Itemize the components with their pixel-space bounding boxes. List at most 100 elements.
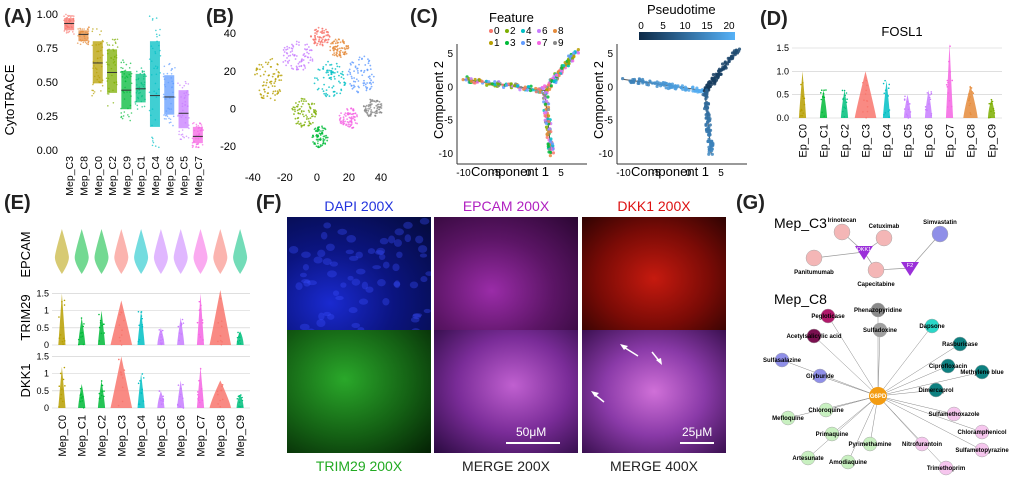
panel-b-point [303,115,305,118]
panel-e-point [200,388,203,390]
panel-e-point [216,390,219,393]
panel-a-xlabels: Mep_C3 Mep_C8 Mep_C0 Mep_C2 Mep_C9 Mep_C1 Mep_… [64,156,205,195]
panel-e-point [121,386,124,389]
dapi-nucleus [337,228,348,235]
panel-b-xticks: -40 -20 0 20 40 [245,172,387,184]
feature-legend-label: 6 [542,26,548,37]
panel-d-point [887,87,890,90]
network-drug-label: Panitumumab [794,270,834,276]
panel-c-cell [663,81,668,85]
panel-b-point [342,118,345,120]
panel-a-point [148,15,151,18]
panel-a-point [187,136,190,139]
dapi-nucleus [302,264,310,271]
panel-a-point [200,124,203,126]
panel-d-point [970,87,973,89]
panel-d-point [929,93,931,96]
pseudotime-tick: 0 [638,21,644,32]
panel-b-point [316,88,319,91]
panel-b-point [372,75,375,78]
panel-b-point [352,117,354,120]
panel-e-point [221,385,223,388]
network-target-node [855,246,873,260]
panel-d-point [803,103,806,106]
panel-e-point [120,373,123,376]
panel-d-point [822,92,825,95]
panel-b-point [322,90,325,93]
panel-e-point [196,321,199,324]
panel-e-point [162,395,164,398]
panel-b-point [316,142,319,145]
panel-b-xtick: -40 [245,172,261,184]
panel-b-point [361,74,364,77]
panel-c-cell [542,100,546,104]
panel-b-point [297,68,300,71]
panel-e-point [141,373,144,375]
panel-d-xlabel: Ep_C6 [924,124,936,158]
panel-b-point [305,48,308,51]
panel-d-title: FOSL1 [881,24,922,39]
panel-b-point [315,33,318,35]
panel-b-point [357,72,359,74]
panel-b-point [272,90,275,93]
panel-d-point [909,111,912,113]
panel-b-point [368,107,371,110]
panel-label-g: (G) [736,192,765,214]
panel-c-cell [715,74,719,78]
panel-c-cell [726,56,730,60]
panel-b-point [315,138,318,141]
panel-b-point [271,57,274,60]
panel-e-point [81,335,84,338]
network-drug-node [820,308,836,324]
panel-b-point [352,109,355,112]
panel-c-cell [534,90,538,94]
panel-e-point [119,313,121,316]
network-edge [813,251,865,259]
panel-b-point [342,119,345,122]
panel-e-point [177,325,180,328]
panel-c-cell [572,54,576,59]
dapi-nucleus [301,251,311,258]
dapi-nucleus [325,243,335,251]
panel-c-cell [548,147,552,151]
panel-c-cell [684,87,689,91]
panel-b-point [300,65,303,68]
dapi-nucleus [409,281,419,289]
panel-e-point [181,397,184,400]
panel-e-point [180,323,183,326]
panel-b-point [366,69,369,72]
panel-b-point [378,111,381,114]
panel-b-point [354,65,357,68]
panel-b-point [340,76,343,79]
panel-b-point [339,56,342,59]
panel-a-point [148,91,151,94]
panel-b-point [333,75,336,78]
panel-e-point [77,338,80,341]
panel-c-cell [557,73,561,78]
panel-d-xlabel: Ep_C5 [903,124,915,158]
panel-a-point [155,33,158,36]
panel-d-violin-shapes [798,43,996,119]
panel-d-point [862,81,864,84]
panel-b-point [298,123,301,126]
panel-e-point [100,332,103,335]
panel-b-point [320,132,323,135]
panel-a-point [128,67,131,69]
panel-b-point [275,68,278,71]
panel-e-xlabel: Mep_C6 [176,415,188,457]
panel-e-violin [209,380,232,408]
panel-b-point [338,47,341,50]
panel-e-row-label: TRIM29 [18,294,33,340]
panel-e-point [241,405,243,407]
panel-b-point [295,55,298,57]
panel-e-point [137,310,140,313]
panel-b-point [313,82,316,85]
panel-c-cell [545,132,549,136]
panel-e-point [141,317,143,320]
panel-a-point [197,125,200,127]
panel-b-point [340,47,343,49]
feature-legend-dot [553,41,557,45]
panel-c-xtick: -5 [652,168,661,179]
